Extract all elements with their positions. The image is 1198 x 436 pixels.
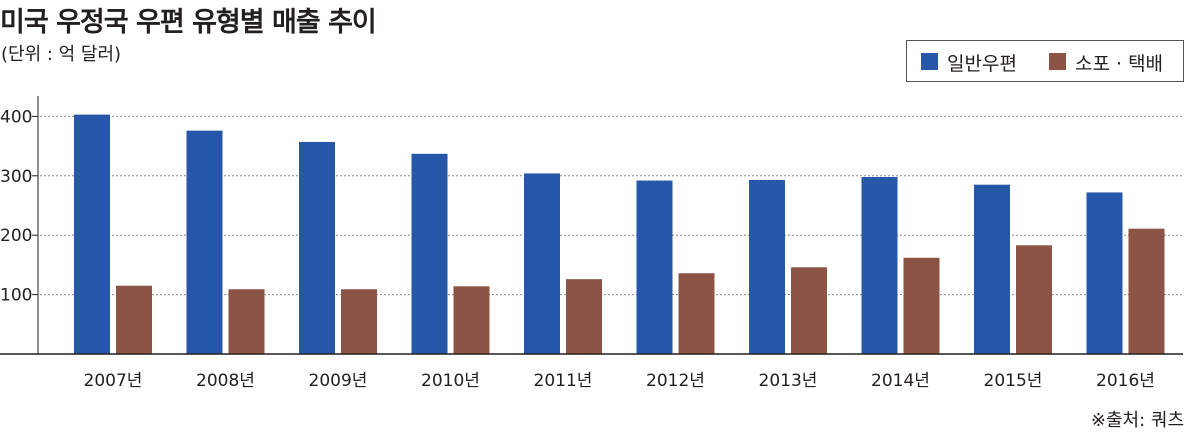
source-note: ※출처: 쿼츠 bbox=[1090, 410, 1184, 431]
bar-general-mail-0 bbox=[74, 114, 110, 354]
bar-general-mail-8 bbox=[974, 184, 1010, 354]
x-tick-label-7: 2014년 bbox=[871, 371, 930, 391]
y-tick-label-100: 100 bbox=[0, 286, 32, 306]
bar-parcel-0 bbox=[116, 285, 152, 354]
legend-swatch-parcel bbox=[1049, 53, 1066, 70]
bar-general-mail-1 bbox=[186, 130, 223, 354]
y-tick-label-300: 300 bbox=[0, 167, 32, 187]
bar-parcel-8 bbox=[1016, 245, 1052, 354]
bar-parcel-5 bbox=[678, 273, 715, 354]
legend-swatch-general-mail bbox=[921, 53, 938, 70]
bar-general-mail-2 bbox=[299, 141, 335, 354]
bar-general-mail-9 bbox=[1086, 192, 1123, 354]
bar-general-mail-4 bbox=[524, 173, 560, 354]
bar-parcel-2 bbox=[341, 289, 377, 354]
bar-general-mail-5 bbox=[636, 180, 673, 354]
y-tick-label-200: 200 bbox=[0, 226, 32, 246]
x-tick-label-4: 2011년 bbox=[534, 371, 593, 391]
x-tick-label-5: 2012년 bbox=[646, 371, 705, 391]
chart-title: 미국 우정국 우편 유형별 매출 추이 bbox=[0, 7, 377, 38]
bar-general-mail-3 bbox=[411, 153, 448, 354]
x-tick-label-2: 2009년 bbox=[309, 371, 368, 391]
bar-parcel-4 bbox=[566, 279, 602, 354]
unit-note: (단위 : 억 달러) bbox=[1, 44, 122, 65]
bar-parcel-9 bbox=[1128, 228, 1165, 354]
x-tick-label-0: 2007년 bbox=[84, 371, 143, 391]
bar-general-mail-6 bbox=[749, 179, 785, 354]
legend-label-general-mail: 일반우편 bbox=[947, 53, 1017, 75]
x-tick-label-3: 2010년 bbox=[421, 371, 480, 391]
bar-parcel-7 bbox=[903, 257, 940, 354]
legend-label-parcel: 소포 · 택배 bbox=[1075, 53, 1164, 75]
bar-parcel-1 bbox=[228, 289, 265, 354]
bar-general-mail-7 bbox=[861, 176, 898, 354]
x-tick-label-9: 2016년 bbox=[1096, 371, 1155, 391]
x-tick-label-1: 2008년 bbox=[196, 371, 255, 391]
x-tick-label-8: 2015년 bbox=[984, 371, 1043, 391]
bar-parcel-3 bbox=[453, 286, 490, 354]
bar-parcel-6 bbox=[791, 267, 827, 354]
x-tick-label-6: 2013년 bbox=[759, 371, 818, 391]
legend: 일반우편 소포 · 택배 bbox=[906, 40, 1184, 82]
y-tick-label-400: 400 bbox=[0, 107, 32, 127]
